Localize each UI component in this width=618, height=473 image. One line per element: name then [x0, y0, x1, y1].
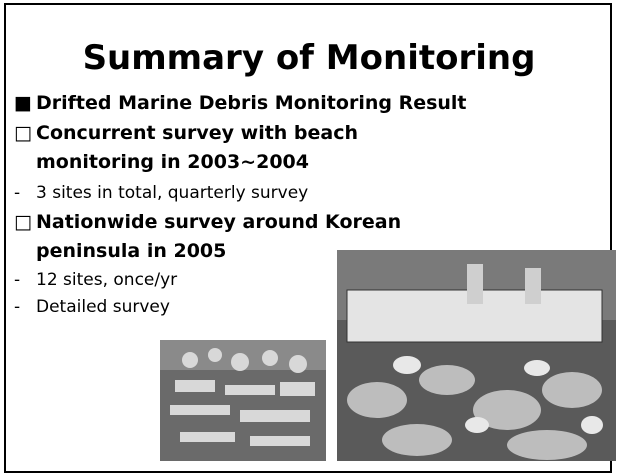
photo-beach-survey	[337, 250, 616, 461]
bullet-text: Concurrent survey with beach	[36, 122, 358, 144]
bullet-marker: -	[14, 183, 36, 203]
bullet-marker: -	[14, 297, 36, 317]
bullet-text: Drifted Marine Debris Monitoring Result	[36, 92, 467, 114]
bullet: -Detailed survey	[14, 297, 170, 317]
bullet-text: Detailed survey	[36, 297, 170, 317]
bullet-text: Nationwide survey around Korean	[36, 211, 401, 233]
bullet: □Concurrent survey with beach	[14, 122, 358, 144]
slide: {"header": {"title": "Summary of Monitor…	[0, 0, 618, 461]
bullet: □Nationwide survey around Korean	[14, 211, 401, 233]
bullet-continuation: peninsula in 2005	[36, 240, 226, 262]
bullet-marker: -	[14, 270, 36, 290]
slide-title: Summary of Monitoring	[0, 38, 618, 78]
bullet: -3 sites in total, quarterly survey	[14, 183, 308, 203]
photo-debris-sorted	[160, 340, 326, 461]
bullet-continuation: monitoring in 2003~2004	[36, 151, 309, 173]
bullet-text: 12 sites, once/yr	[36, 270, 177, 290]
bullet: -12 sites, once/yr	[14, 270, 177, 290]
bullet-marker: □	[14, 122, 36, 144]
bullet-marker: □	[14, 211, 36, 233]
bullet: ■Drifted Marine Debris Monitoring Result	[14, 92, 467, 114]
bullet-marker: ■	[14, 92, 36, 114]
bullet-text: 3 sites in total, quarterly survey	[36, 183, 308, 203]
